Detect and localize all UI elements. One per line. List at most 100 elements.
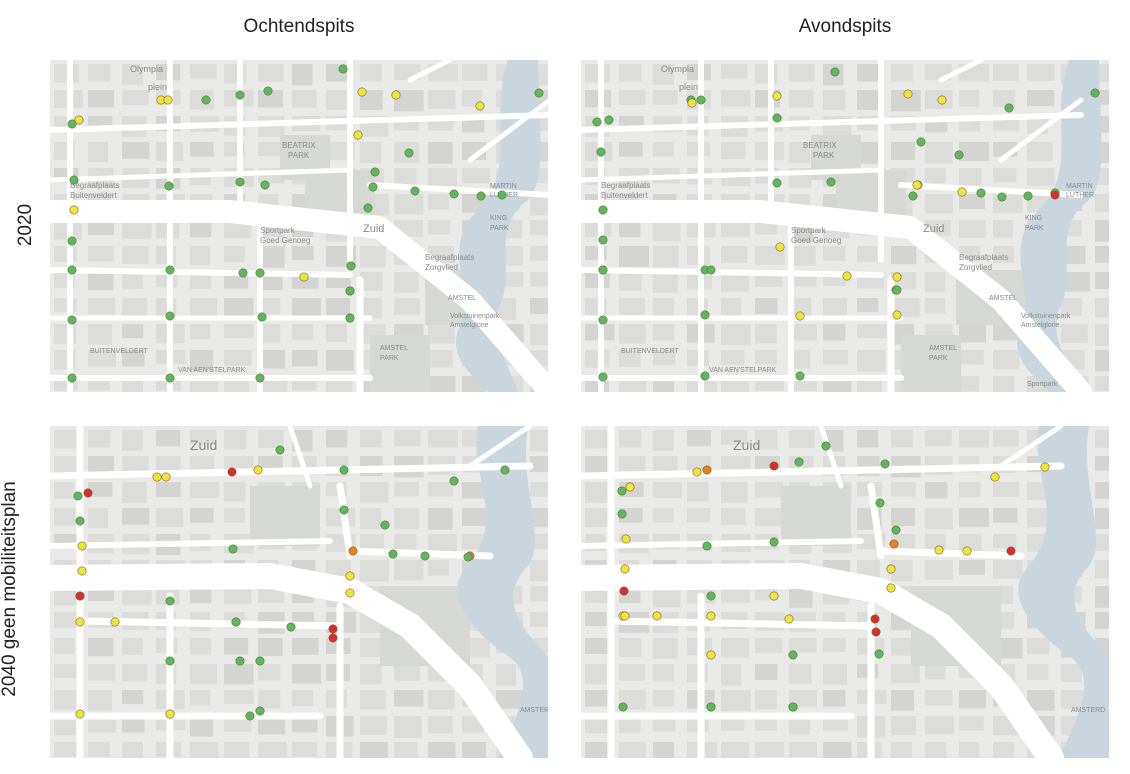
marker-yellow xyxy=(990,472,1000,482)
block xyxy=(1095,194,1109,213)
block xyxy=(88,220,114,236)
block xyxy=(721,716,745,731)
block xyxy=(585,64,610,83)
block xyxy=(755,742,785,757)
block xyxy=(190,324,211,340)
block xyxy=(959,534,982,552)
main-road xyxy=(336,482,354,560)
label-van-aenstelpark: VAN AEN'STELPARK xyxy=(178,367,246,374)
marker-green xyxy=(245,711,255,721)
marker-green xyxy=(598,265,608,275)
label-amsterdam: AMSTERD xyxy=(1071,707,1105,714)
block xyxy=(993,534,1017,549)
marker-red xyxy=(871,627,881,637)
park-area xyxy=(250,486,320,546)
block xyxy=(1095,612,1109,629)
block xyxy=(959,142,989,162)
block xyxy=(428,324,455,344)
block xyxy=(394,690,424,707)
rail-line xyxy=(581,200,913,220)
label-plein: plein xyxy=(679,82,698,92)
block xyxy=(326,690,347,708)
block xyxy=(653,142,674,157)
block xyxy=(326,90,349,110)
block xyxy=(891,142,916,160)
block xyxy=(54,64,79,83)
marker-yellow xyxy=(391,90,401,100)
marker-green xyxy=(67,265,77,275)
block xyxy=(619,430,642,448)
label-sportpark-2: Sportpark xyxy=(1027,381,1058,388)
block xyxy=(326,560,351,576)
block xyxy=(258,742,288,758)
marker-yellow xyxy=(687,98,697,108)
block xyxy=(959,716,984,731)
block xyxy=(462,168,491,184)
main-road xyxy=(581,462,1065,480)
block xyxy=(789,716,810,735)
block xyxy=(88,664,116,681)
block xyxy=(755,430,778,450)
block xyxy=(1061,690,1088,709)
block xyxy=(360,716,387,735)
label-park: PARK xyxy=(380,355,399,362)
marker-green xyxy=(67,315,77,325)
block xyxy=(721,64,748,79)
block xyxy=(88,142,109,163)
block xyxy=(462,64,488,81)
label-goed-genoeg: Goed Genoeg xyxy=(260,236,310,245)
main-road xyxy=(50,267,353,278)
block xyxy=(1095,220,1109,242)
block xyxy=(857,90,880,111)
block xyxy=(496,298,517,320)
ring-road-a10 xyxy=(581,563,1064,758)
main-road xyxy=(581,267,884,278)
marker-green xyxy=(67,373,77,383)
label-king-park: PARK xyxy=(490,225,509,232)
block xyxy=(823,350,849,365)
map-labels: OlympiapleinBEATRIXPARKBegraafplaatsBuit… xyxy=(601,64,1094,388)
block xyxy=(224,742,250,758)
block xyxy=(1027,168,1055,186)
block xyxy=(292,324,314,341)
main-road xyxy=(877,547,1025,560)
block xyxy=(857,430,879,448)
block xyxy=(122,742,143,758)
block xyxy=(619,142,643,157)
block xyxy=(653,324,675,341)
block xyxy=(190,638,212,655)
marker-green xyxy=(880,459,890,469)
block xyxy=(224,246,245,263)
block xyxy=(755,508,785,527)
label-king-park: PARK xyxy=(1025,225,1044,232)
block xyxy=(653,64,674,86)
block xyxy=(360,430,382,448)
marker-green xyxy=(255,268,265,278)
block xyxy=(88,298,116,315)
block xyxy=(258,298,281,315)
block xyxy=(428,194,449,210)
label-amstelglorie: Amstelglorie xyxy=(1021,322,1060,329)
main-road xyxy=(998,97,1084,163)
marker-green xyxy=(700,371,710,381)
marker-yellow xyxy=(345,571,355,581)
block xyxy=(428,350,453,368)
label-buitenveldert-area: BUITENVELDERT xyxy=(90,348,149,355)
marker-green xyxy=(263,86,273,96)
block xyxy=(721,220,750,237)
block xyxy=(156,508,184,528)
block xyxy=(993,430,1019,447)
block xyxy=(360,64,382,82)
row-title-2040: 2040 geen mobiliteitsplan xyxy=(0,481,20,697)
block xyxy=(54,664,77,679)
block xyxy=(993,194,1023,213)
block xyxy=(755,324,777,344)
block xyxy=(789,324,817,341)
main-road xyxy=(50,462,534,480)
block xyxy=(190,246,211,265)
block xyxy=(1095,246,1109,263)
block xyxy=(530,612,548,627)
block xyxy=(721,508,746,526)
block xyxy=(789,664,812,684)
block xyxy=(653,246,679,268)
